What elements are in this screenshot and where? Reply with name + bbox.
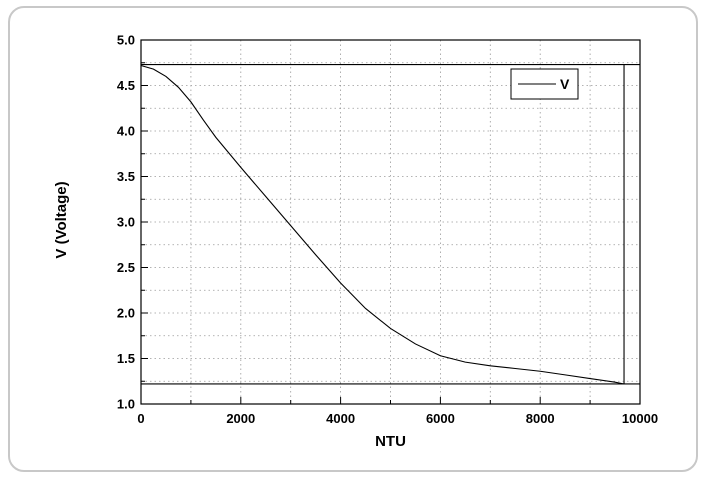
y-tick-label: 1.0 [117, 397, 135, 412]
y-tick-label: 2.5 [117, 260, 135, 275]
y-tick-label: 1.5 [117, 351, 135, 366]
y-axis-label: V (Voltage) [53, 181, 70, 258]
chart-frame [8, 6, 698, 472]
y-axis-ticks: 1.0 1.5 2.0 2.5 3.0 3.5 4.0 4.5 5.0 [117, 33, 148, 412]
y-tick-label: 4.0 [117, 124, 135, 139]
x-tick-label: 2000 [226, 411, 255, 426]
y-tick-label: 3.0 [117, 215, 135, 230]
y-tick-label: 5.0 [117, 33, 135, 48]
x-tick-label: 6000 [426, 411, 455, 426]
x-tick-label: 0 [137, 411, 144, 426]
y-tick-label: 4.5 [117, 78, 135, 93]
y-tick-label: 3.5 [117, 169, 135, 184]
reference-lines [141, 64, 640, 385]
minor-ticks [141, 62, 591, 404]
x-axis-label: NTU [375, 433, 406, 450]
x-tick-label: 4000 [326, 411, 355, 426]
y-tick-label: 2.0 [117, 306, 135, 321]
series-line-v [140, 64, 625, 385]
x-axis-ticks: 0 2000 4000 6000 8000 10000 [137, 397, 658, 426]
x-tick-label: 8000 [526, 411, 555, 426]
legend-label-v: V [560, 76, 570, 92]
x-tick-label: 10000 [622, 411, 658, 426]
legend: V [510, 68, 579, 100]
